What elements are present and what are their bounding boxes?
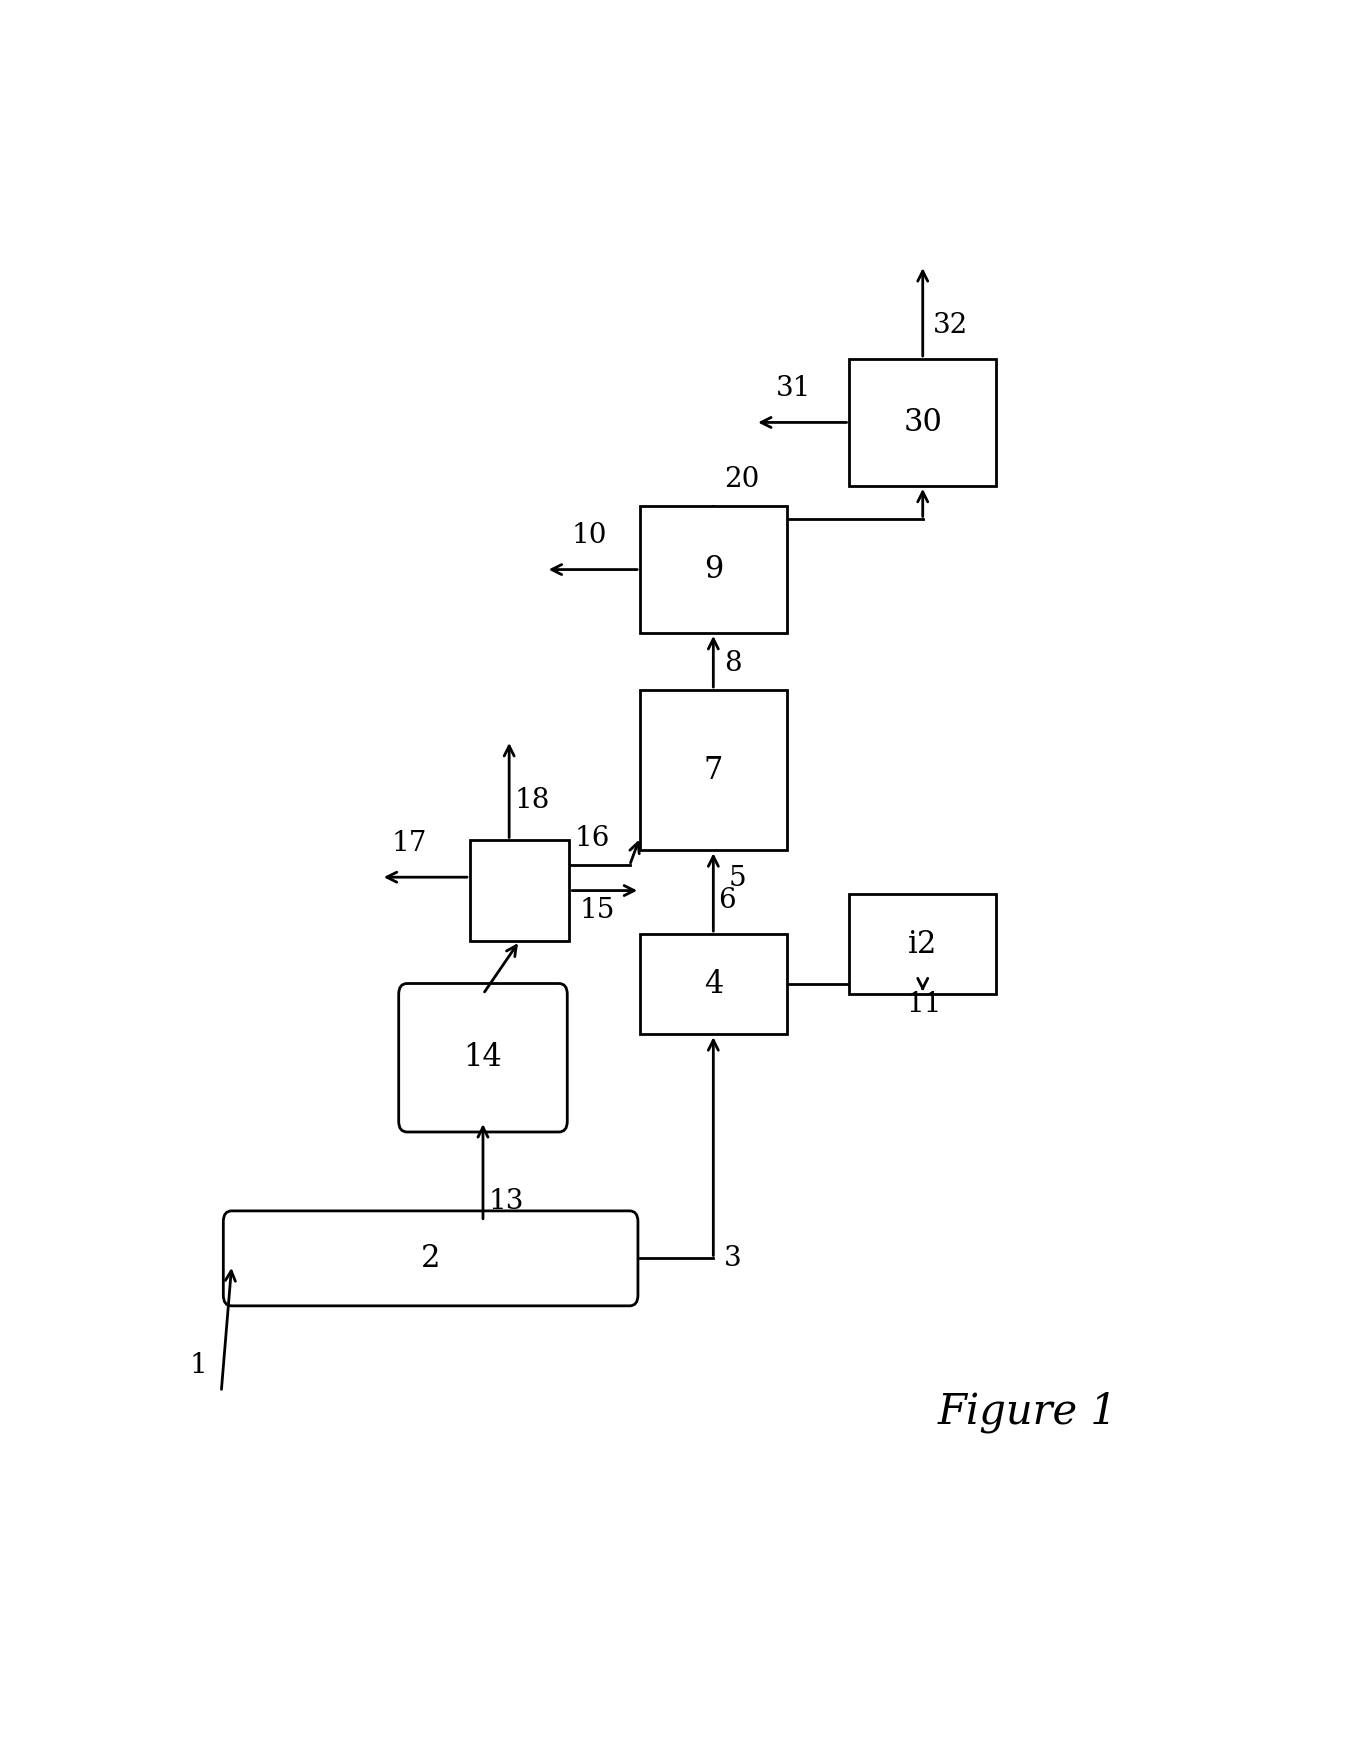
Text: 11: 11 <box>907 990 943 1018</box>
Text: i2: i2 <box>908 929 938 959</box>
Bar <box>640 690 786 851</box>
Text: 6: 6 <box>719 888 736 914</box>
Text: 30: 30 <box>904 406 942 438</box>
Text: 2: 2 <box>422 1244 440 1273</box>
Text: 31: 31 <box>775 375 812 403</box>
Text: Figure 1: Figure 1 <box>938 1391 1117 1433</box>
Text: 1: 1 <box>189 1351 208 1379</box>
Text: 18: 18 <box>515 787 550 813</box>
Text: 4: 4 <box>704 969 723 1001</box>
Bar <box>640 505 786 632</box>
Text: 14: 14 <box>463 1042 503 1073</box>
FancyBboxPatch shape <box>399 983 567 1133</box>
Text: 15: 15 <box>580 896 615 924</box>
Text: 3: 3 <box>724 1245 742 1271</box>
Text: 17: 17 <box>392 830 427 856</box>
Text: 10: 10 <box>571 523 608 549</box>
FancyBboxPatch shape <box>223 1211 638 1306</box>
Bar <box>850 895 996 994</box>
Bar <box>470 841 569 941</box>
Text: 16: 16 <box>574 825 609 853</box>
Text: 32: 32 <box>934 313 969 339</box>
Text: 13: 13 <box>488 1188 524 1214</box>
Text: 9: 9 <box>704 554 723 585</box>
Text: 7: 7 <box>704 754 723 785</box>
Bar <box>640 935 786 1034</box>
Bar <box>850 360 996 486</box>
Text: 20: 20 <box>724 466 759 493</box>
Text: 8: 8 <box>724 650 742 676</box>
Text: 5: 5 <box>730 865 747 893</box>
